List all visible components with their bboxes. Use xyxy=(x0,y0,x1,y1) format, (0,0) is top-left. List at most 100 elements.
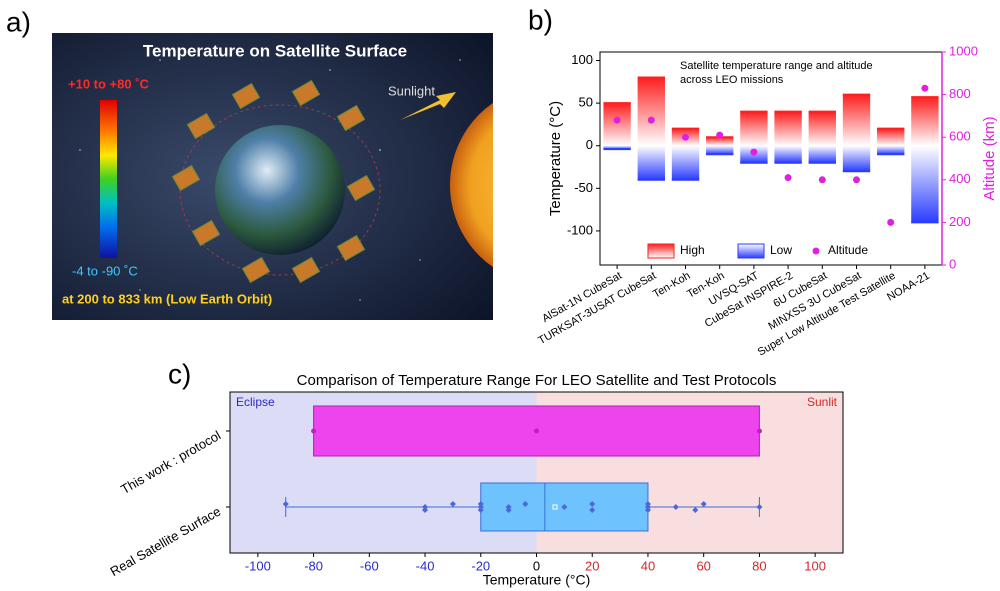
panel-c: c) Comparison of Temperature Range For LE… xyxy=(107,358,844,588)
x-tick-label: -40 xyxy=(416,558,435,573)
x-tick-label: 20 xyxy=(585,558,599,573)
y2-tick-label: 800 xyxy=(949,86,971,101)
data-point xyxy=(589,501,596,507)
low-bar xyxy=(637,145,665,180)
altitude-marker xyxy=(750,148,758,156)
altitude-marker xyxy=(853,176,860,184)
illustration-title: Temperature on Satellite Surface xyxy=(143,41,407,60)
x-tick-label: -100 xyxy=(245,558,271,573)
y-tick-label: 100 xyxy=(571,52,593,67)
orbit-label: at 200 to 833 km (Low Earth Orbit) xyxy=(62,291,272,306)
range-point xyxy=(311,428,317,434)
x-tick-label: Ten-Koh xyxy=(651,270,692,301)
low-bar xyxy=(911,145,939,223)
y2-axis-label: Altitude (km) xyxy=(981,116,998,200)
hot-label: +10 to +80 ˚C xyxy=(68,76,150,91)
panel-label: b) xyxy=(528,4,553,35)
high-bar xyxy=(842,94,871,146)
altitude-marker xyxy=(818,176,826,184)
legend-label: High xyxy=(680,243,705,257)
data-point xyxy=(505,507,512,513)
legend-swatch xyxy=(647,243,675,259)
altitude-marker xyxy=(887,218,895,226)
data-point xyxy=(589,507,596,513)
x-tick-label: 60 xyxy=(696,558,710,573)
x-tick-label: 80 xyxy=(752,558,766,573)
legend-swatch xyxy=(812,247,820,255)
x-tick-label: 100 xyxy=(804,558,826,573)
data-point xyxy=(477,501,484,507)
legend-swatch xyxy=(737,243,765,259)
region-label: Sunlit xyxy=(807,395,838,409)
high-bar xyxy=(637,77,665,146)
data-point xyxy=(477,507,484,513)
y-tick-label: -100 xyxy=(567,222,593,237)
data-point xyxy=(644,507,651,513)
color-bar xyxy=(100,100,117,258)
y-axis-label: Temperature (°C) xyxy=(547,101,564,216)
y-tick-label: 50 xyxy=(579,95,593,110)
mean xyxy=(552,504,558,510)
y2-tick-label: 600 xyxy=(949,129,971,144)
high-bar xyxy=(877,128,905,146)
data-point xyxy=(422,507,429,513)
data-point xyxy=(282,501,289,507)
data-point xyxy=(692,507,699,513)
altitude-marker xyxy=(784,174,792,182)
data-point xyxy=(561,504,568,510)
sunlight-label: Sunlight xyxy=(388,83,435,98)
altitude-marker xyxy=(682,133,689,141)
data-point xyxy=(756,504,763,510)
x-tick-label: 0 xyxy=(533,558,540,573)
low-bar xyxy=(603,145,631,150)
high-bar xyxy=(740,111,768,146)
x-tick-label: -20 xyxy=(471,558,490,573)
high-bar xyxy=(603,103,631,146)
y2-tick-label: 400 xyxy=(949,171,971,186)
low-bar xyxy=(877,145,905,155)
y-tick-label: -50 xyxy=(574,180,593,195)
y2-tick-label: 1000 xyxy=(949,43,978,58)
x-tick-label: -60 xyxy=(360,558,379,573)
x-tick-label: -80 xyxy=(304,558,323,573)
low-bar xyxy=(671,145,700,180)
legend-label: Low xyxy=(770,243,792,257)
region-label: Eclipse xyxy=(236,395,275,409)
data-point xyxy=(644,501,651,507)
data-point xyxy=(700,501,707,507)
high-bar xyxy=(774,111,802,146)
chart-title: Comparison of Temperature Range For LEO … xyxy=(297,372,777,389)
y-tick-label: Real Satellite Surface xyxy=(107,504,223,579)
high-bar xyxy=(911,97,939,146)
x-axis-label: Temperature (°C) xyxy=(483,572,591,588)
low-bar xyxy=(808,145,836,163)
high-bar xyxy=(808,111,836,146)
low-bar xyxy=(706,145,734,155)
illustration xyxy=(52,33,493,320)
range-point xyxy=(534,428,539,434)
altitude-marker xyxy=(921,84,929,92)
low-bar xyxy=(842,145,871,172)
data-point xyxy=(449,501,456,507)
x-tick-label: 40 xyxy=(641,558,655,573)
altitude-marker xyxy=(613,116,621,124)
annotation: Satellite temperature range and altitude xyxy=(680,60,873,72)
low-bar xyxy=(774,145,802,163)
annotation: across LEO missions xyxy=(680,74,784,86)
range-point xyxy=(756,428,762,434)
y2-tick-label: 0 xyxy=(949,256,956,271)
panel-label: c) xyxy=(168,358,191,389)
cold-label: -4 to -90 ˚C xyxy=(72,263,138,278)
high-bar xyxy=(706,137,734,146)
y-tick-label: This work : protocol xyxy=(118,428,223,497)
panel-a: a) Temperature on Satellite Surface +10 … xyxy=(6,6,493,320)
altitude-marker xyxy=(647,116,655,124)
data-point xyxy=(522,501,529,507)
y-tick-label: 0 xyxy=(586,137,593,152)
panel-b: b)-100-5005010002004006008001000Temperat… xyxy=(528,4,998,358)
y2-tick-label: 200 xyxy=(949,214,971,229)
data-point xyxy=(672,504,679,510)
legend-label: Altitude xyxy=(828,243,868,257)
altitude-marker xyxy=(716,131,724,139)
